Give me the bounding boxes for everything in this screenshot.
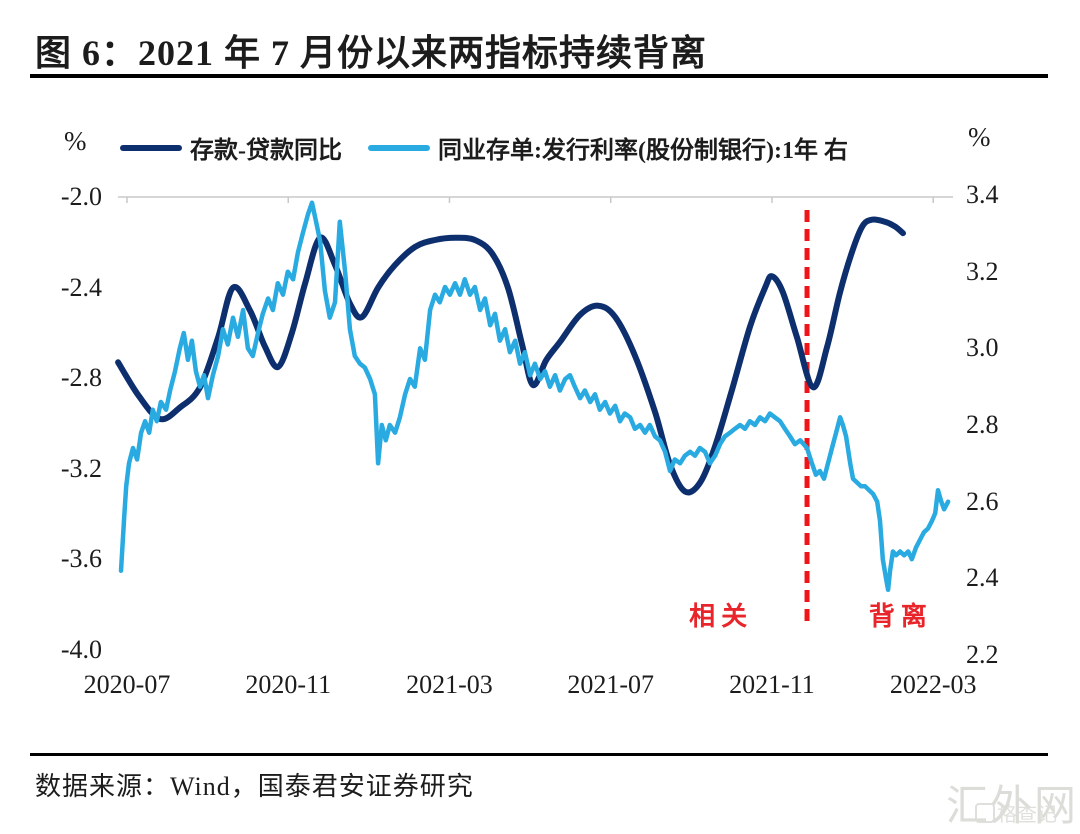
tick-label: 2.6	[966, 486, 999, 516]
tick-label: -3.2	[60, 453, 102, 483]
watermark-logo-icon	[975, 802, 995, 823]
tick-label: 3.4	[966, 180, 999, 209]
left-axis-unit: %	[64, 126, 87, 156]
annotation-correlated: 相关	[689, 602, 754, 631]
tick-label: 2.4	[966, 563, 999, 593]
tick-label: 3.2	[966, 256, 999, 286]
footer-divider	[30, 753, 1048, 756]
legend-line-swatch-lightblue	[368, 144, 430, 151]
right-axis-unit: %	[968, 122, 991, 152]
annotation-diverged: 背离	[868, 602, 933, 631]
legend-label: 同业存单:发行利率(股份制银行):1年 右	[438, 138, 848, 164]
tick-label: 3.0	[966, 333, 999, 363]
watermark-overlay: 格查记	[975, 798, 1057, 827]
tick-label: -2.8	[60, 363, 102, 393]
tick-label: -4.0	[60, 635, 102, 664]
legend-item-deposit-loan: 存款-贷款同比	[120, 130, 342, 165]
tick-label: 2021-03	[406, 670, 493, 699]
data-source-note: 数据来源：Wind，国泰君安证券研究	[35, 772, 474, 801]
legend-label: 存款-贷款同比	[190, 138, 342, 164]
tick-label: 2022-03	[889, 670, 977, 699]
watermark-text: 汇外网	[946, 784, 1079, 830]
tick-label: 2021-11	[729, 670, 815, 699]
page-title: 图 6：2021 年 7 月份以来两指标持续背离	[35, 33, 708, 73]
tick-label: 2.8	[966, 410, 999, 439]
legend-item-ncd-rate: 同业存单:发行利率(股份制银行):1年 右	[368, 130, 848, 165]
tick-label: 2021-07	[567, 670, 655, 699]
tick-label: 2020-07	[83, 670, 171, 699]
tick-label: 2020-11	[245, 670, 332, 699]
legend-line-swatch-navy	[120, 144, 182, 151]
tick-label: -2.4	[60, 272, 102, 302]
watermark-overlay-text: 格查记	[997, 804, 1057, 826]
title-underline	[30, 74, 1048, 78]
tick-label: -2.0	[60, 182, 102, 211]
tick-label: -3.6	[60, 544, 102, 574]
tick-label: 2.2	[966, 640, 999, 669]
